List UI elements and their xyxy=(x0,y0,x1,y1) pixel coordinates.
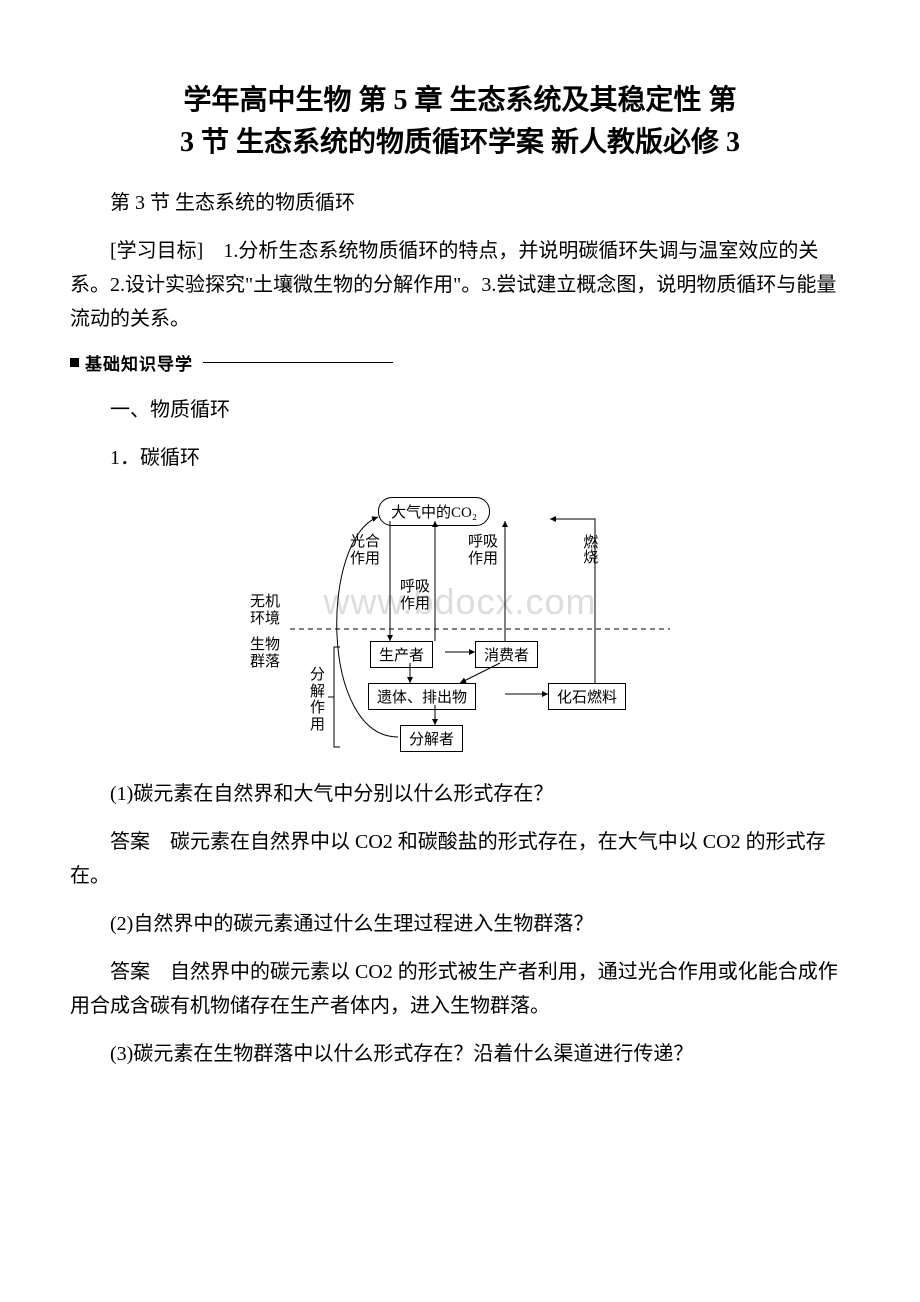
heading-one: 一、物质循环 xyxy=(70,393,850,427)
question-3: (3)碳元素在生物群落中以什么形式存在？沿着什么渠道进行传递？ xyxy=(70,1037,850,1071)
box-remains: 遗体、排出物 xyxy=(368,683,476,710)
learning-goals: [学习目标] 1.分析生态系统物质循环的特点，并说明碳循环失调与温室效应的关系。… xyxy=(70,234,850,336)
label-respiration-consumer: 呼吸作用 xyxy=(468,534,498,569)
section-bar-line xyxy=(203,362,393,363)
box-fossil-fuel: 化石燃料 xyxy=(548,683,626,710)
label-decomposition: 分解作用 xyxy=(310,667,325,733)
section-bar-label: 基础知识导学 xyxy=(85,350,193,375)
square-bullet-icon xyxy=(70,358,79,367)
heading-carbon-cycle: 1．碳循环 xyxy=(70,441,850,475)
box-decomposer: 分解者 xyxy=(400,725,463,752)
section-bar: 基础知识导学 xyxy=(70,350,850,375)
label-biotic-community: 生物群落 xyxy=(250,637,280,672)
label-combustion: 燃烧 xyxy=(580,534,597,564)
doc-title: 学年高中生物 第 5 章 生态系统及其稳定性 第 3 节 生态系统的物质循环学案… xyxy=(70,80,850,164)
label-photosynthesis: 光合作用 xyxy=(350,534,380,569)
box-consumer: 消费者 xyxy=(475,641,538,668)
question-1: (1)碳元素在自然界和大气中分别以什么形式存在？ xyxy=(70,777,850,811)
section-subtitle: 第 3 节 生态系统的物质循环 xyxy=(70,186,850,220)
answer-2: 答案 自然界中的碳元素以 CO2 的形式被生产者利用，通过光合作用或化能合成作用… xyxy=(70,955,850,1023)
label-respiration-producer: 呼吸作用 xyxy=(400,579,430,614)
box-producer: 生产者 xyxy=(370,641,433,668)
question-2: (2)自然界中的碳元素通过什么生理过程进入生物群落？ xyxy=(70,907,850,941)
carbon-cycle-diagram: www.bdocx.com xyxy=(70,489,850,759)
label-abiotic-env: 无机环境 xyxy=(250,594,280,629)
title-line1: 学年高中生物 第 5 章 生态系统及其稳定性 第 xyxy=(183,85,736,116)
box-atmosphere-co2: 大气中的CO₂ xyxy=(378,497,490,526)
title-line2: 3 节 生态系统的物质循环学案 新人教版必修 3 xyxy=(180,127,740,158)
answer-1: 答案 碳元素在自然界中以 CO2 和碳酸盐的形式存在，在大气中以 CO2 的形式… xyxy=(70,825,850,893)
